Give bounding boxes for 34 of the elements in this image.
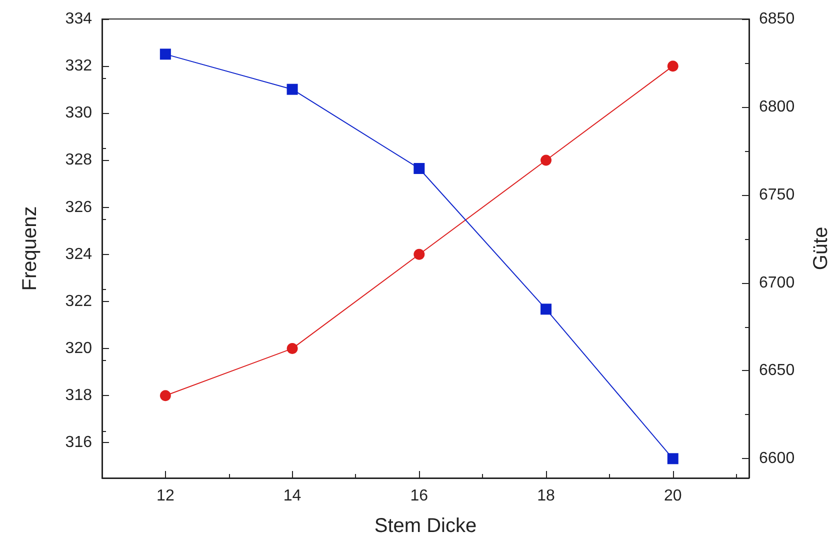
y-tick-label: 324 xyxy=(65,246,92,263)
point xyxy=(414,248,425,260)
y-tick-label: 322 xyxy=(65,292,92,310)
y-tick-label: 318 xyxy=(65,387,92,404)
point xyxy=(540,304,552,315)
x-axis-title: Stem Dicke xyxy=(374,515,477,537)
y2-tick-label: 6750 xyxy=(759,186,795,204)
y2-tick-label: 6850 xyxy=(759,10,795,28)
x-tick-label: 12 xyxy=(156,488,174,504)
x-tick-label: 14 xyxy=(283,488,302,504)
y2-tick-label: 6600 xyxy=(759,450,795,468)
y2-tick-label: 6800 xyxy=(759,98,795,116)
point xyxy=(667,453,678,464)
point xyxy=(160,48,171,60)
y2-tick-label: 6650 xyxy=(759,362,795,380)
x-tick-label: 18 xyxy=(537,488,556,504)
x-tick-label: 20 xyxy=(664,488,682,504)
y-tick-label: 330 xyxy=(65,104,92,122)
point xyxy=(160,390,171,402)
point xyxy=(667,60,678,72)
y-tick-label: 328 xyxy=(65,152,92,169)
y-tick-label: 320 xyxy=(65,340,92,358)
y-tick-label: 326 xyxy=(65,198,92,216)
point xyxy=(414,162,425,174)
y2-axis-title: Güte xyxy=(810,226,832,270)
point xyxy=(286,343,298,354)
y2-tick-label: 6700 xyxy=(759,274,795,292)
y-axis-title: Frequenz xyxy=(19,206,41,291)
x-tick-label: 16 xyxy=(410,488,428,504)
y-tick-label: 334 xyxy=(65,10,92,28)
y-tick-label: 332 xyxy=(65,58,92,75)
point xyxy=(540,154,552,166)
y-tick-label: 316 xyxy=(65,434,92,452)
point xyxy=(286,84,298,95)
